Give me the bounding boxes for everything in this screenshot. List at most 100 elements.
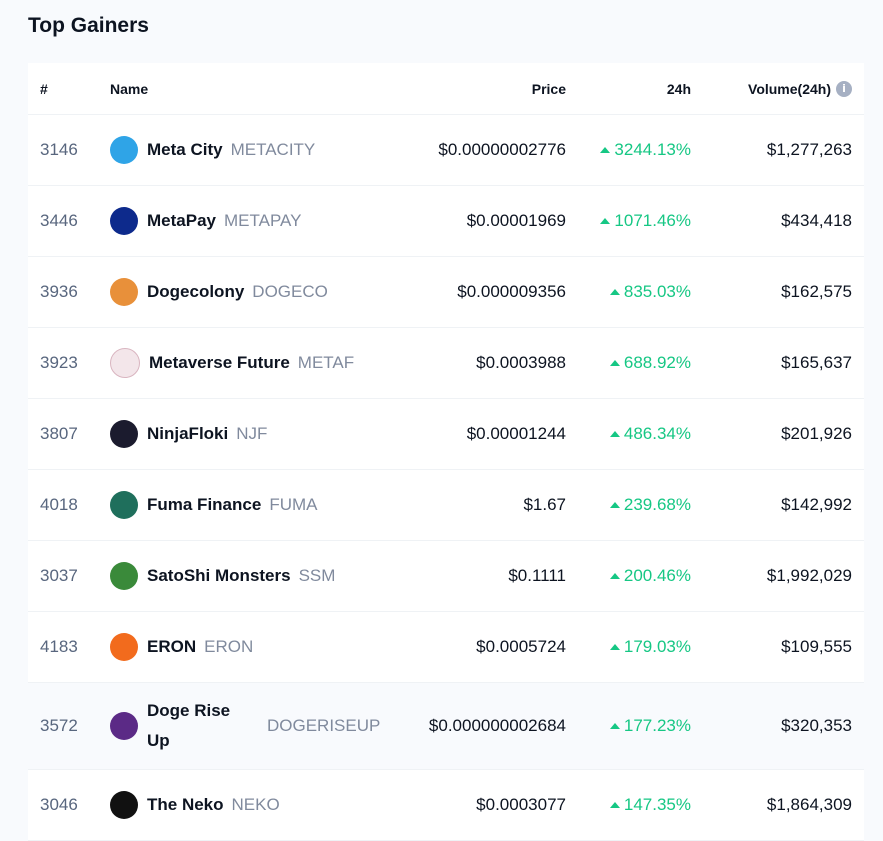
caret-up-icon	[609, 573, 620, 579]
coin-name[interactable]: Dogecolony	[147, 282, 245, 301]
table-row[interactable]: 3923 Metaverse Future METAF $0.0003988 6…	[28, 328, 864, 399]
column-rank[interactable]: #	[40, 80, 48, 97]
coin-symbol: METAPAY	[223, 211, 302, 230]
price-cell: $0.000009356	[457, 282, 566, 301]
volume-cell: $165,637	[781, 353, 852, 372]
change-cell: 835.03%	[609, 257, 691, 327]
table-row[interactable]: 3446 MetaPay METAPAY $0.00001969 1071.46…	[28, 186, 864, 257]
volume-cell: $1,864,309	[766, 795, 852, 814]
rank-cell: 3923	[40, 353, 78, 372]
change-value: 486.34%	[623, 424, 691, 443]
table-header: # Name Price 24h Volume(24h) i	[28, 63, 864, 115]
volume-cell: $109,555	[781, 637, 852, 656]
change-cell: 179.03%	[609, 612, 691, 682]
name-cell[interactable]: Dogecolony DOGECO	[110, 257, 400, 327]
change-cell: 1071.46%	[600, 186, 691, 256]
coin-name[interactable]: Fuma Finance	[147, 495, 262, 514]
column-24h[interactable]: 24h	[667, 63, 691, 114]
caret-up-icon	[609, 723, 620, 729]
caret-up-icon	[609, 644, 620, 650]
name-cell[interactable]: Fuma Finance FUMA	[110, 470, 400, 540]
change-value: 239.68%	[623, 495, 691, 514]
volume-cell: $162,575	[781, 282, 852, 301]
coin-symbol: NEKO	[231, 795, 280, 814]
coin-name[interactable]: Meta City	[147, 140, 223, 159]
coin-logo-icon	[110, 633, 138, 661]
coin-logo-icon	[110, 712, 138, 740]
volume-cell: $320,353	[781, 716, 852, 735]
change-value: 200.46%	[623, 566, 691, 585]
change-value: 3244.13%	[614, 140, 691, 159]
change-cell: 200.46%	[609, 541, 691, 611]
rank-cell: 3807	[40, 424, 78, 443]
coin-symbol: DOGECO	[252, 282, 328, 301]
column-price[interactable]: Price	[531, 80, 566, 97]
rank-cell: 4183	[40, 637, 78, 656]
price-cell: $0.0003988	[476, 353, 566, 372]
caret-up-icon	[600, 218, 611, 224]
price-cell: $0.1111	[508, 566, 566, 585]
change-value: 147.35%	[623, 795, 691, 814]
caret-up-icon	[609, 431, 620, 437]
coin-symbol: DOGERISEUP	[267, 716, 381, 735]
rank-cell: 4018	[40, 495, 78, 514]
rank-cell: 3446	[40, 211, 78, 230]
coin-name[interactable]: NinjaFloki	[147, 424, 229, 443]
price-cell: $0.00001969	[466, 211, 566, 230]
change-cell: 177.23%	[609, 683, 691, 769]
price-cell: $0.0003077	[476, 795, 566, 814]
table-row[interactable]: 4183 ERON ERON $0.0005724 179.03% $109,5…	[28, 612, 864, 683]
table-row[interactable]: 4018 Fuma Finance FUMA $1.67 239.68% $14…	[28, 470, 864, 541]
coin-symbol: FUMA	[269, 495, 318, 514]
change-cell: 147.35%	[609, 770, 691, 840]
info-icon[interactable]: i	[836, 80, 852, 97]
caret-up-icon	[609, 360, 620, 366]
name-cell[interactable]: MetaPay METAPAY	[110, 186, 400, 256]
price-cell: $1.67	[523, 495, 566, 514]
name-cell[interactable]: The Neko NEKO	[110, 770, 400, 840]
table-row[interactable]: 3037 SatoShi Monsters SSM $0.1111 200.46…	[28, 541, 864, 612]
coin-name[interactable]: ERON	[147, 637, 197, 656]
coin-logo-icon	[110, 420, 138, 448]
change-value: 177.23%	[623, 716, 691, 735]
rank-cell: 3037	[40, 566, 78, 585]
change-value: 179.03%	[623, 637, 691, 656]
volume-cell: $1,277,263	[766, 140, 852, 159]
caret-up-icon	[609, 802, 620, 808]
name-cell[interactable]: SatoShi Monsters SSM	[110, 541, 400, 611]
name-cell[interactable]: NinjaFloki NJF	[110, 399, 400, 469]
table-row[interactable]: 3146 Meta City METACITY $0.00000002776 3…	[28, 115, 864, 186]
coin-symbol: METACITY	[230, 140, 316, 159]
coin-name[interactable]: The Neko	[147, 795, 224, 814]
volume-cell: $142,992	[781, 495, 852, 514]
column-name[interactable]: Name	[110, 80, 149, 97]
page-title: Top Gainers	[28, 14, 149, 37]
change-value: 835.03%	[623, 282, 691, 301]
gainers-table: # Name Price 24h Volume(24h) i 3146 Meta…	[28, 63, 864, 841]
coin-logo-icon	[110, 491, 138, 519]
rank-cell: 3572	[40, 716, 78, 735]
coin-name[interactable]: Metaverse Future	[149, 353, 290, 372]
name-cell[interactable]: Doge Rise Up DOGERISEUP	[110, 683, 400, 769]
table-row[interactable]: 3807 NinjaFloki NJF $0.00001244 486.34% …	[28, 399, 864, 470]
table-row[interactable]: 3936 Dogecolony DOGECO $0.000009356 835.…	[28, 257, 864, 328]
table-row[interactable]: 3572 Doge Rise Up DOGERISEUP $0.00000000…	[28, 683, 864, 770]
coin-name[interactable]: Doge Rise Up	[147, 701, 231, 750]
coin-name[interactable]: MetaPay	[147, 211, 216, 230]
volume-cell: $1,992,029	[766, 566, 852, 585]
table-row[interactable]: 3046 The Neko NEKO $0.0003077 147.35% $1…	[28, 770, 864, 841]
rank-cell: 3146	[40, 140, 78, 159]
column-volume[interactable]: Volume(24h) i	[748, 63, 852, 114]
name-cell[interactable]: Meta City METACITY	[110, 115, 400, 185]
coin-symbol: SSM	[298, 566, 336, 585]
change-cell: 688.92%	[609, 328, 691, 398]
coin-logo-icon	[110, 278, 138, 306]
caret-up-icon	[609, 289, 620, 295]
coin-name[interactable]: SatoShi Monsters	[147, 566, 291, 585]
name-cell[interactable]: ERON ERON	[110, 612, 400, 682]
rank-cell: 3936	[40, 282, 78, 301]
price-cell: $0.00000002776	[438, 140, 566, 159]
coin-logo-icon	[110, 791, 138, 819]
name-cell[interactable]: Metaverse Future METAF	[110, 328, 400, 398]
coin-logo-icon	[110, 562, 138, 590]
